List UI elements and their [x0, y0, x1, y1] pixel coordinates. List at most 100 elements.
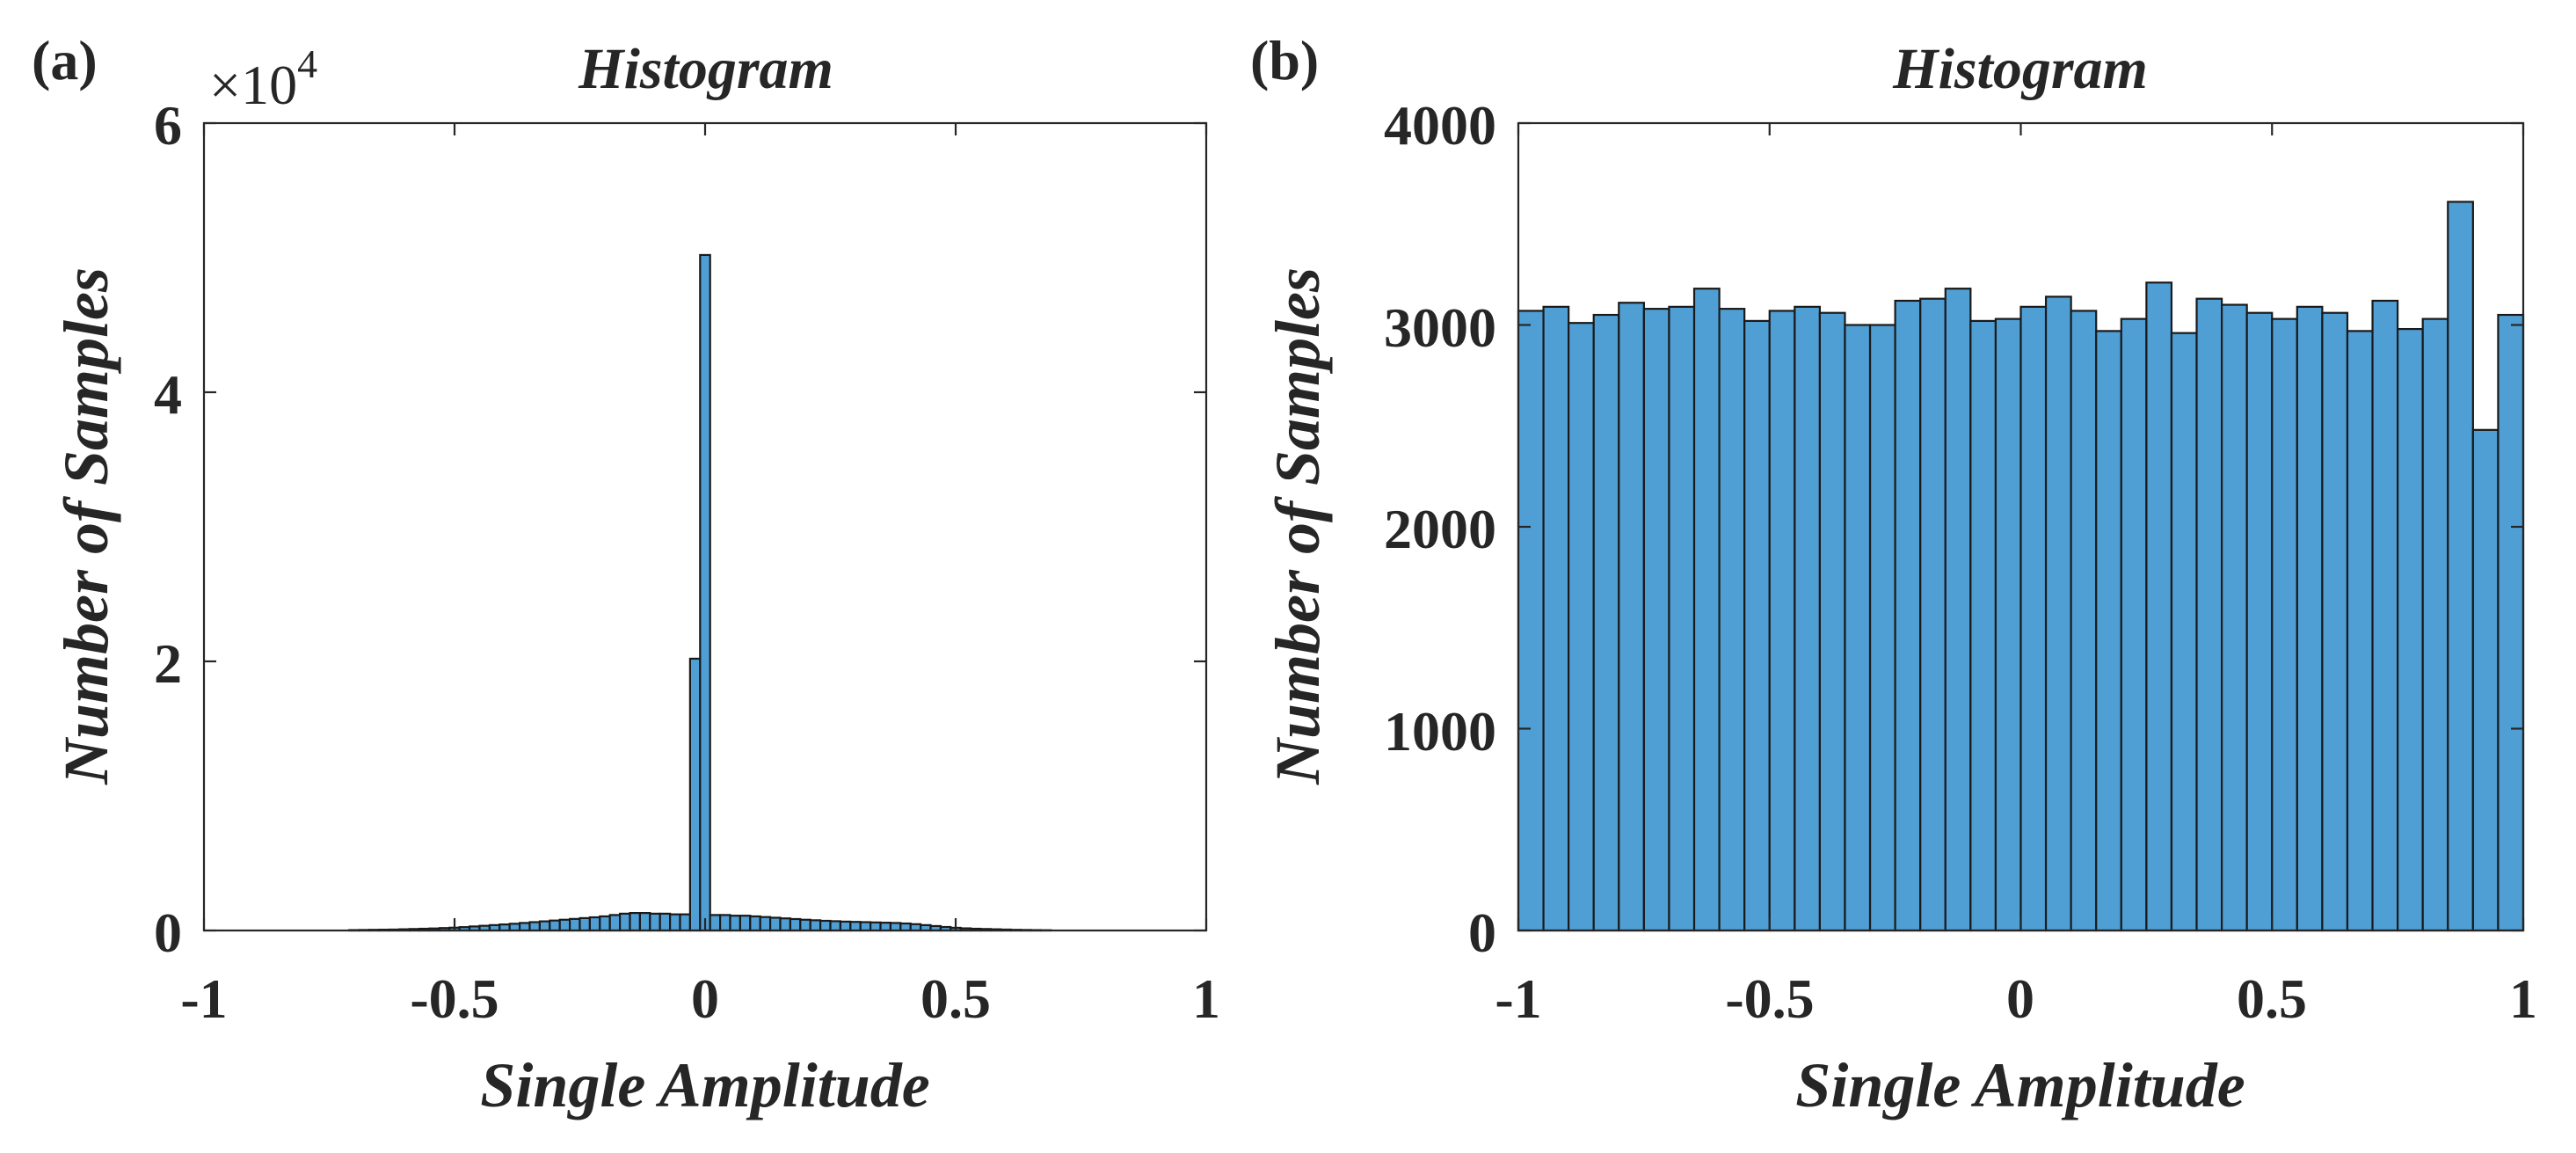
panel-b-bar: [1642, 308, 1670, 932]
panel-a-exponent: ×104: [209, 41, 317, 116]
panel-a-bar: [508, 923, 521, 932]
panel-b-bar: [1618, 302, 1645, 932]
panel-a-bar: [699, 253, 711, 932]
panel-b-bar: [2170, 332, 2198, 932]
panel-b-bar: [2346, 330, 2374, 932]
panel-a-ytick-1: 2: [154, 632, 182, 695]
panel-b-ytick-2: 2000: [1384, 498, 1496, 560]
panel-b: (b) Histogram 0 1000 2000 3000 4000 -1 -…: [1250, 29, 2537, 1120]
panel-a-title: Histogram: [578, 37, 833, 101]
panel-a-bar: [618, 912, 631, 932]
panel-b-bar: [1718, 308, 1746, 932]
panel-a-xtick-1: -0.5: [410, 967, 498, 1030]
panel-b-bar: [2070, 310, 2098, 932]
panel-a-bar: [649, 912, 661, 932]
panel-a-xtick-4: 1: [1192, 967, 1220, 1030]
panel-a-bar: [709, 914, 722, 932]
panel-b-bar: [1517, 310, 1545, 932]
panel-a-bar: [659, 912, 672, 932]
panel-b-ticks: [1517, 121, 2525, 932]
panel-a-bar: [608, 914, 622, 932]
panel-a-bar: [718, 914, 731, 932]
panel-a-bar: [558, 918, 571, 932]
panel-b-bar: [1743, 319, 1771, 932]
panel-b-bar: [2245, 311, 2274, 932]
panel-a-ylabel: Number of Samples: [51, 267, 121, 785]
panel-a-bars: [348, 253, 1052, 932]
panel-a-bar: [579, 916, 591, 932]
panel-a-bar: [789, 917, 802, 932]
panel-b-ytick-3: 3000: [1384, 296, 1496, 359]
panel-a-bar: [759, 916, 772, 932]
panel-a-bar: [568, 917, 581, 932]
panel-a-bar: [749, 915, 761, 932]
panel-a-bar: [819, 919, 832, 932]
panel-b-bar: [2221, 303, 2248, 932]
panel-b-bar: [1844, 324, 1872, 932]
panel-a-ticks: [202, 121, 1208, 932]
panel-b-bar: [1592, 313, 1620, 932]
panel-b-bar: [1818, 311, 1846, 932]
panel-b-bar: [1668, 305, 1696, 932]
panel-b-bar: [2371, 299, 2399, 932]
panel-a-bar: [849, 921, 862, 932]
exponent-base: ×10: [209, 54, 297, 116]
panel-b-ytick-0: 0: [1468, 901, 1496, 964]
panel-a-bar: [839, 920, 852, 932]
panel-b-bar: [2195, 297, 2223, 932]
panel-b-bar: [2497, 313, 2525, 932]
panel-b-bar: [2296, 305, 2324, 932]
panel-a-bar: [688, 657, 702, 932]
panel-b-xlabel: Single Amplitude: [1795, 1050, 2245, 1120]
panel-a-bar: [779, 917, 791, 932]
panel-a-bar: [768, 916, 782, 932]
panel-b-ytick-4: 4000: [1384, 94, 1496, 157]
panel-b-bar: [2120, 317, 2148, 932]
panel-a-bar: [588, 916, 601, 932]
panel-b-ytick-1: 1000: [1384, 700, 1496, 763]
panel-b-bar: [2397, 327, 2424, 932]
panel-b-bar: [1794, 305, 1822, 932]
panel-b-xtick-0: -1: [1495, 967, 1541, 1030]
panel-a-bar: [889, 922, 902, 932]
panel-a-xtick-0: -1: [180, 967, 227, 1030]
panel-a-xtick-3: 0.5: [921, 967, 991, 1030]
panel-b-xtick-3: 0.5: [2237, 967, 2307, 1030]
panel-b-bar: [2271, 317, 2298, 932]
panel-b-bar: [2471, 428, 2500, 932]
panel-a-xtick-2: 0: [691, 967, 719, 1030]
panel-a-bar: [668, 913, 681, 932]
panel-b-xtick-2: 0: [2006, 967, 2034, 1030]
panel-a-bar: [638, 912, 651, 932]
panel-b-bar: [1568, 322, 1595, 932]
panel-b-bar: [2421, 317, 2449, 932]
panel-a-bar: [859, 921, 872, 932]
panel-b-bar: [1969, 319, 1997, 932]
panel-a-bar: [518, 922, 531, 932]
panel-a-label: (a): [32, 29, 98, 91]
panel-a-bar: [829, 920, 841, 932]
panel-b-xtick-1: -0.5: [1725, 967, 1814, 1030]
panel-b-bar: [2095, 330, 2122, 932]
panel-b-bar: [2019, 305, 2048, 932]
panel-a-bar: [538, 920, 551, 932]
panel-a-bar: [869, 921, 882, 932]
panel-b-bar: [1994, 317, 2022, 932]
panel-a-bar: [799, 918, 811, 932]
panel-b-bar: [2145, 281, 2173, 932]
panel-a-bar: [629, 912, 641, 932]
panel-a-xlabel: Single Amplitude: [480, 1050, 929, 1120]
panel-b-bar: [1768, 310, 1796, 932]
panel-a-ytick-0: 0: [154, 901, 182, 964]
panel-a: (a) Histogram ×104 0 2 4 6 -1 -0.5 0 0.5…: [32, 29, 1220, 1120]
panel-b-ylabel: Number of Samples: [1263, 267, 1333, 785]
panel-b-bar: [2321, 311, 2349, 932]
panel-b-bar: [1944, 288, 1972, 932]
panel-b-bars: [1517, 201, 2525, 932]
panel-a-bar: [528, 921, 541, 932]
panel-a-bar: [599, 915, 611, 932]
panel-b-bar: [2044, 296, 2072, 932]
panel-a-ytick-2: 4: [154, 363, 182, 426]
panel-a-bar: [739, 915, 752, 932]
